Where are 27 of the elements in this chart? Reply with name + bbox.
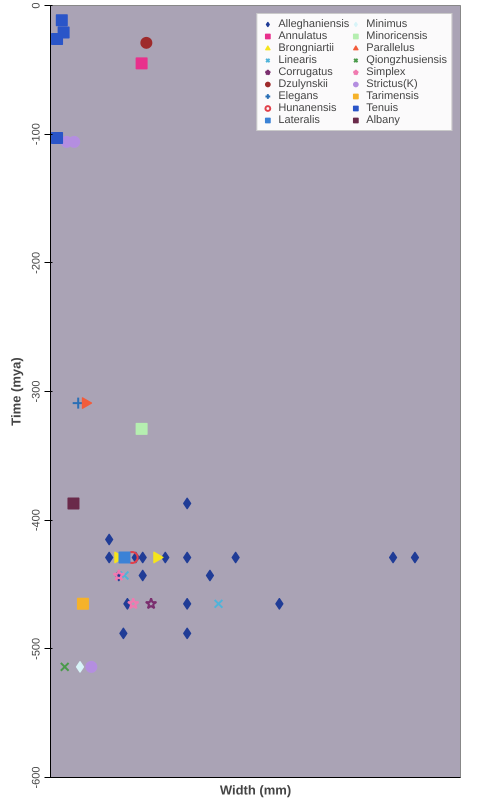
legend-label: Tenuis <box>366 102 398 114</box>
x-axis-title: Width (mm) <box>220 782 292 798</box>
legend-label: Linearis <box>278 54 317 66</box>
legend-label: Strictus(K) <box>366 78 418 90</box>
legend-label: Parallelus <box>366 42 415 54</box>
legend-label: Albany <box>366 114 400 126</box>
y-tick-label: -600 <box>30 766 42 789</box>
y-tick-label: -100 <box>30 123 42 146</box>
y-tick-label: -200 <box>30 252 42 274</box>
legend-label: Annulatus <box>278 30 328 42</box>
legend-label: Minimus <box>366 18 408 30</box>
legend-label: Elegans <box>278 90 318 102</box>
y-tick-label: 0 <box>30 2 42 9</box>
y-tick-label: -500 <box>30 638 42 660</box>
y-axis-title: Time (mya) <box>8 357 24 426</box>
legend-label: Simplex <box>366 66 406 78</box>
y-tick-label: -300 <box>30 380 42 403</box>
legend-label: Alleghaniensis <box>278 18 350 30</box>
legend-label: Qiongzhusiensis <box>366 54 447 66</box>
y-tick-label: -400 <box>30 509 42 532</box>
legend-label: Brongniartii <box>278 42 334 54</box>
legend-label: Minoricensis <box>366 30 428 42</box>
legend-label: Dzulynskii <box>278 78 328 90</box>
legend-label: Lateralis <box>278 114 320 126</box>
legend-label: Hunanensis <box>278 102 336 114</box>
legend-label: Corrugatus <box>278 66 333 78</box>
legend-label: Tarimensis <box>366 90 419 102</box>
